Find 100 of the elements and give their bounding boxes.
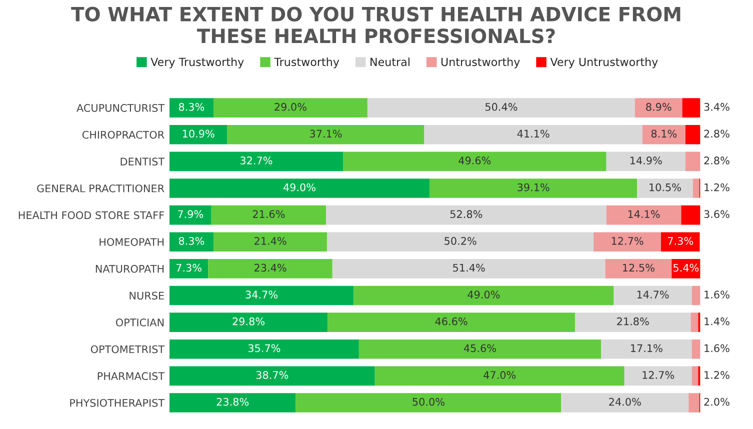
data-label: 2.8%	[704, 130, 730, 138]
bar	[328, 312, 576, 332]
data-label: 7.9%	[178, 210, 204, 218]
bar	[326, 205, 606, 225]
bar	[169, 259, 208, 278]
data-label: 5.4%	[674, 264, 699, 272]
data-label: 23.4%	[254, 264, 286, 272]
bar	[606, 152, 686, 172]
bar	[692, 286, 700, 306]
bar	[332, 259, 606, 278]
bar	[688, 393, 700, 412]
data-label: 37.1%	[310, 130, 342, 138]
y-tick-label: PHYSIOTHERAPIST	[70, 398, 165, 407]
bar	[327, 232, 594, 252]
data-label: 21.6%	[252, 210, 285, 218]
data-label: 12.7%	[612, 236, 644, 245]
data-label: 35.7%	[248, 344, 280, 352]
data-label: 52.8%	[450, 210, 482, 218]
data-label: 49.6%	[458, 156, 491, 164]
bar	[374, 366, 624, 386]
bar	[594, 232, 662, 252]
data-label: 49.0%	[283, 183, 316, 192]
data-label: 38.7%	[256, 371, 288, 379]
bar	[685, 124, 700, 144]
bar	[169, 205, 212, 225]
data-label: 21.8%	[617, 317, 649, 326]
data-label: 29.8%	[232, 317, 264, 326]
y-tick-label: GENERAL PRACTITIONER	[37, 184, 164, 192]
data-label: 1.6%	[704, 290, 730, 298]
y-tick-label: NURSE	[130, 292, 164, 300]
data-label: 12.7%	[642, 371, 674, 379]
data-label: 23.8%	[216, 398, 249, 406]
data-label: 39.1%	[518, 183, 550, 192]
bar	[692, 366, 698, 386]
legend-label: Trustworthy	[274, 58, 340, 68]
chart-title: TO WHAT EXTENT DO YOU TRUST HEALTH ADVICE FROM THESE HEALTH PROFESSIONALS?	[71, 6, 680, 44]
y-tick-label: HEALTH FOOD STORE STAFF	[18, 211, 164, 220]
bar	[169, 393, 296, 412]
bar	[169, 286, 354, 306]
bar	[213, 98, 368, 118]
bar	[358, 339, 602, 359]
data-label: 50.2%	[444, 236, 476, 245]
bar	[169, 339, 359, 359]
data-label: 1.4%	[704, 317, 730, 326]
bar	[211, 205, 326, 225]
data-label: 1.2%	[704, 371, 730, 379]
data-label: 12.5%	[623, 264, 654, 272]
data-label: 10.9%	[182, 130, 214, 138]
data-label: 10.5%	[650, 183, 681, 192]
bar	[213, 232, 328, 252]
y-tick-label: PHARMACIST	[98, 372, 165, 380]
bar	[169, 312, 328, 332]
data-label: 29.0%	[274, 102, 306, 111]
bar	[561, 393, 689, 412]
bar	[354, 286, 614, 306]
bar	[692, 178, 700, 198]
legend-label: Very Trustworthy	[150, 58, 244, 68]
bar	[685, 152, 700, 172]
bar	[169, 178, 430, 198]
data-label: 2.0%	[704, 398, 730, 406]
y-tick-label: OPTOMETRIST	[90, 345, 165, 354]
bar	[169, 152, 344, 172]
bar	[169, 124, 228, 144]
data-label: 14.1%	[628, 210, 660, 218]
data-label: 46.6%	[435, 317, 468, 326]
bar	[169, 232, 214, 252]
bar	[614, 286, 692, 306]
bar	[601, 339, 692, 359]
bar	[169, 98, 214, 118]
y-tick-label: OPTICIAN	[116, 318, 164, 326]
legend-label: Untrustworthy	[441, 58, 520, 68]
data-label: 1.6%	[704, 344, 730, 352]
y-tick-label: CHIROPRACTOR	[82, 130, 164, 139]
data-label: 2.8%	[704, 156, 730, 164]
data-label: 21.4%	[254, 236, 286, 245]
legend-label: Very Untrustworthy	[550, 58, 658, 68]
data-label: 1.2%	[704, 183, 730, 192]
bar	[672, 259, 700, 278]
data-label: 7.3%	[668, 236, 694, 245]
y-tick-label: DENTIST	[120, 158, 165, 166]
data-label: 24.0%	[609, 398, 641, 406]
y-tick-label: NATUROPATH	[96, 264, 164, 273]
bar	[343, 152, 606, 172]
bar	[682, 98, 700, 118]
bar	[637, 178, 693, 198]
data-label: 47.0%	[484, 371, 516, 379]
data-label: 14.9%	[630, 156, 662, 164]
bar	[575, 312, 691, 332]
data-label: 50.4%	[485, 102, 518, 111]
data-label: 8.9%	[646, 102, 672, 111]
bar	[692, 339, 700, 359]
data-label: 17.1%	[631, 344, 662, 352]
bar	[367, 98, 635, 118]
data-label: 8.3%	[178, 236, 204, 245]
data-label: 49.0%	[468, 290, 500, 298]
data-label: 7.3%	[176, 264, 202, 272]
data-label: 51.4%	[453, 264, 485, 272]
bar	[642, 124, 686, 144]
bar	[208, 259, 332, 278]
bar	[661, 232, 700, 252]
